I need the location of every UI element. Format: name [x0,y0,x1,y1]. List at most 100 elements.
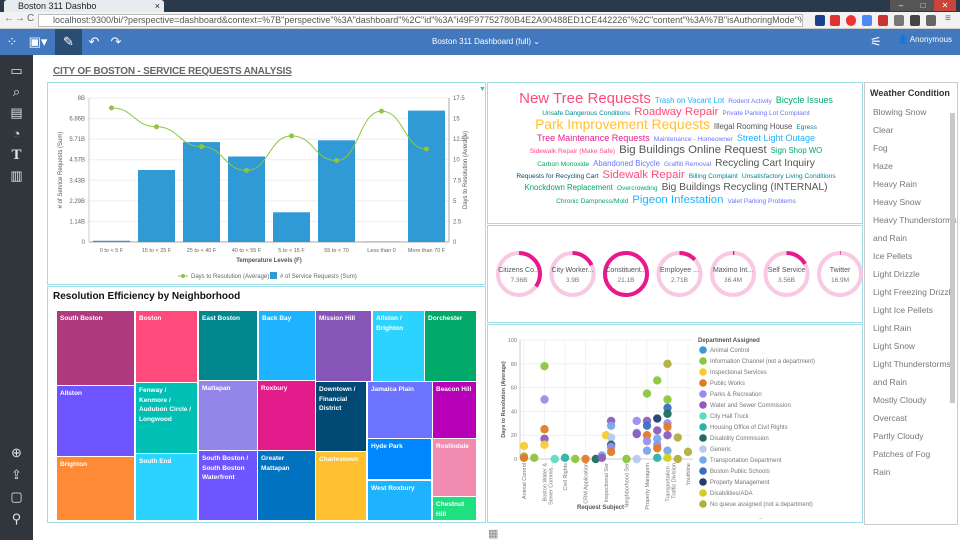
word-cloud-word[interactable]: Valet Parking Problems [727,197,796,205]
extension-icon[interactable] [910,15,920,26]
gmail-icon[interactable] [830,15,840,26]
bookmark-icon[interactable] [878,15,888,26]
word-cloud-word[interactable]: Sidewalk Repair [602,169,685,182]
table-icon[interactable]: ▦ [488,528,499,540]
weather-option[interactable]: Partly Cloudy [873,431,924,441]
weather-option[interactable]: Rain [873,467,891,477]
close-tab-icon[interactable]: × [154,1,160,11]
treemap-tile[interactable]: Dorchester [425,311,476,381]
treemap-tile[interactable]: East Boston [199,311,257,380]
text-icon[interactable]: T [11,147,22,163]
word-cloud-word[interactable]: Park Improvement Requests [535,117,710,133]
opera-icon[interactable] [846,15,856,26]
search-icon[interactable]: ⌕ [12,84,21,99]
treemap-tile[interactable]: Downtown / Financial District [316,382,366,451]
weather-option[interactable]: Overcast [873,413,908,423]
word-cloud-word[interactable]: Unsafe Dangerous Conditions [542,110,631,117]
extension-icon[interactable] [926,15,936,26]
url-input[interactable]: localhost:9300/bi/?perspective=dashboard… [38,14,803,27]
word-cloud-word[interactable]: Bicycle Issues [775,95,833,105]
treemap-tile[interactable]: Mission Hill [316,311,371,381]
treemap-tile[interactable]: Boston [136,311,197,382]
treemap-tile[interactable]: West Roxbury [368,481,431,520]
word-cloud-word[interactable]: Rodent Activity [728,98,772,105]
filter-settings-icon[interactable]: ⚟ [870,34,882,49]
weather-option[interactable]: Heavy Rain [873,179,917,189]
media-icon[interactable]: ▤ [10,105,23,120]
comment-icon[interactable]: ▢ [10,489,23,504]
word-cloud-word[interactable]: Pigeon Infestation [632,193,724,206]
treemap-tile[interactable]: Chestnut Hill [433,497,476,520]
treemap-tile[interactable]: Roxbury [258,381,315,450]
word-cloud-word[interactable]: Chronic Dampness/Mold [556,197,629,205]
translate-icon[interactable] [862,15,872,26]
add-icon[interactable]: ⊕ [11,445,22,460]
word-cloud-word[interactable]: Egress [796,124,817,132]
weather-option[interactable]: Light Freezing Drizzle [873,287,956,297]
treemap-tile[interactable]: Jamaica Plain [368,382,432,438]
pin-icon[interactable]: ⚲ [11,511,22,526]
extension-icon[interactable] [815,15,825,26]
word-cloud-word[interactable]: Trash on Vacant Lot [654,96,725,105]
word-cloud-word[interactable]: Sidewalk Repair (Make Safe) [529,148,616,156]
word-cloud-word[interactable]: Big Buildings Recycling (INTERNAL) [661,182,828,194]
word-cloud-word[interactable]: Billing Complaint [688,173,738,181]
weather-option[interactable]: Light Rain [873,323,912,333]
undo-icon[interactable]: ↶ [88,34,100,49]
weather-option[interactable]: Fog [873,143,888,153]
close-window-icon[interactable]: ✕ [934,0,956,11]
word-cloud-word[interactable]: Requests for Recycling Cart [516,173,599,181]
treemap-tile[interactable]: Brighton [57,457,134,520]
maximize-icon[interactable]: □ [912,0,934,11]
word-cloud-word[interactable]: Sign Shop WO [770,146,823,156]
weather-option[interactable]: Light Thunderstorms and Rain [873,359,951,387]
word-cloud-word[interactable]: Carbon Monoxide [537,160,590,168]
user-menu[interactable]: 👤 Anonymous [898,35,952,44]
word-cloud-word[interactable]: Maintenance - Homeowner [653,136,733,144]
widgets-icon[interactable]: ◔ [12,126,21,141]
weather-option[interactable]: Clear [873,125,894,135]
weather-option[interactable]: Heavy Snow [873,197,921,207]
word-cloud-word[interactable]: Abandoned Bicycle [593,158,660,168]
temperature-combo-chart[interactable]: 0 0 1.14B 2.5 2.29B 5 3.43B 7.5 4.57B 10 5.71B 12.5… [47,82,486,285]
treemap-tile[interactable]: Allston [57,386,134,456]
visualizations-icon[interactable]: ▥ [10,168,23,183]
weather-option[interactable]: Ice Pellets [873,251,913,261]
word-cloud-word[interactable]: Private Parking Lot Complaint [722,110,810,117]
word-cloud-word[interactable]: Graffiti Removal [664,160,712,168]
source-donut-charts[interactable]: Citizens Co... 7.36B City Worker... 3.9B Con… [487,225,863,323]
reload-icon[interactable]: C [27,13,35,24]
weather-option[interactable]: Light Snow [873,341,916,351]
word-cloud-word[interactable]: Recycling Cart Inquiry [715,157,815,169]
minimize-icon[interactable]: – [890,0,912,11]
word-cloud-word[interactable]: Overcrowding [616,185,658,193]
data-sources-icon[interactable]: ▭ [10,63,23,78]
share-icon[interactable]: ⇪ [11,467,22,482]
weather-option[interactable]: Heavy Thunderstorms and Rain [873,215,957,243]
treemap-tile[interactable]: Fenway / Kenmore / Audubon Circle / Long… [136,383,197,453]
word-cloud-word[interactable]: Street Light Outage [736,133,815,144]
treemap-tile[interactable]: Allston / Brighton [373,311,424,381]
save-icon[interactable]: ▣▾ [28,34,48,49]
scrollbar[interactable] [950,113,955,403]
word-cloud-word[interactable]: Unsatisfactory Living Conditions [741,173,836,181]
word-cloud-word[interactable]: Tree Maintenance Requests [537,133,650,144]
treemap-tile[interactable]: Roslindale [433,439,476,496]
treemap-tile[interactable]: Charlestown [316,452,366,520]
treemap-tile[interactable]: Greater Mattapan [258,451,315,520]
treemap-tile[interactable]: South Boston / South Boston Waterfront [199,451,257,520]
word-cloud-word[interactable]: New Tree Requests [519,91,651,107]
forward-icon[interactable]: → [15,13,25,24]
weather-option[interactable]: Light Drizzle [873,269,920,279]
back-icon[interactable]: ← [4,13,14,24]
menu-icon[interactable]: ≡ [945,13,951,24]
word-cloud-word[interactable]: Illegal Rooming House [713,122,793,132]
dashboard-name-dropdown[interactable]: Boston 311 Dashboard (full) ⌄ [432,37,540,46]
redo-icon[interactable]: ↷ [110,34,122,49]
edit-pencil-icon[interactable]: ✎ [55,29,82,55]
browser-tab[interactable]: Boston 311 Dashbo × [4,0,164,12]
treemap-tile[interactable]: Mattapan [199,381,257,450]
resolution-scatter-chart[interactable]: 0 20 40 60 80 100 Animal Control Boston Water &… [487,324,863,523]
weather-option[interactable]: Light Ice Pellets [873,305,934,315]
word-cloud-word[interactable]: Knockdown Replacement [524,183,613,193]
